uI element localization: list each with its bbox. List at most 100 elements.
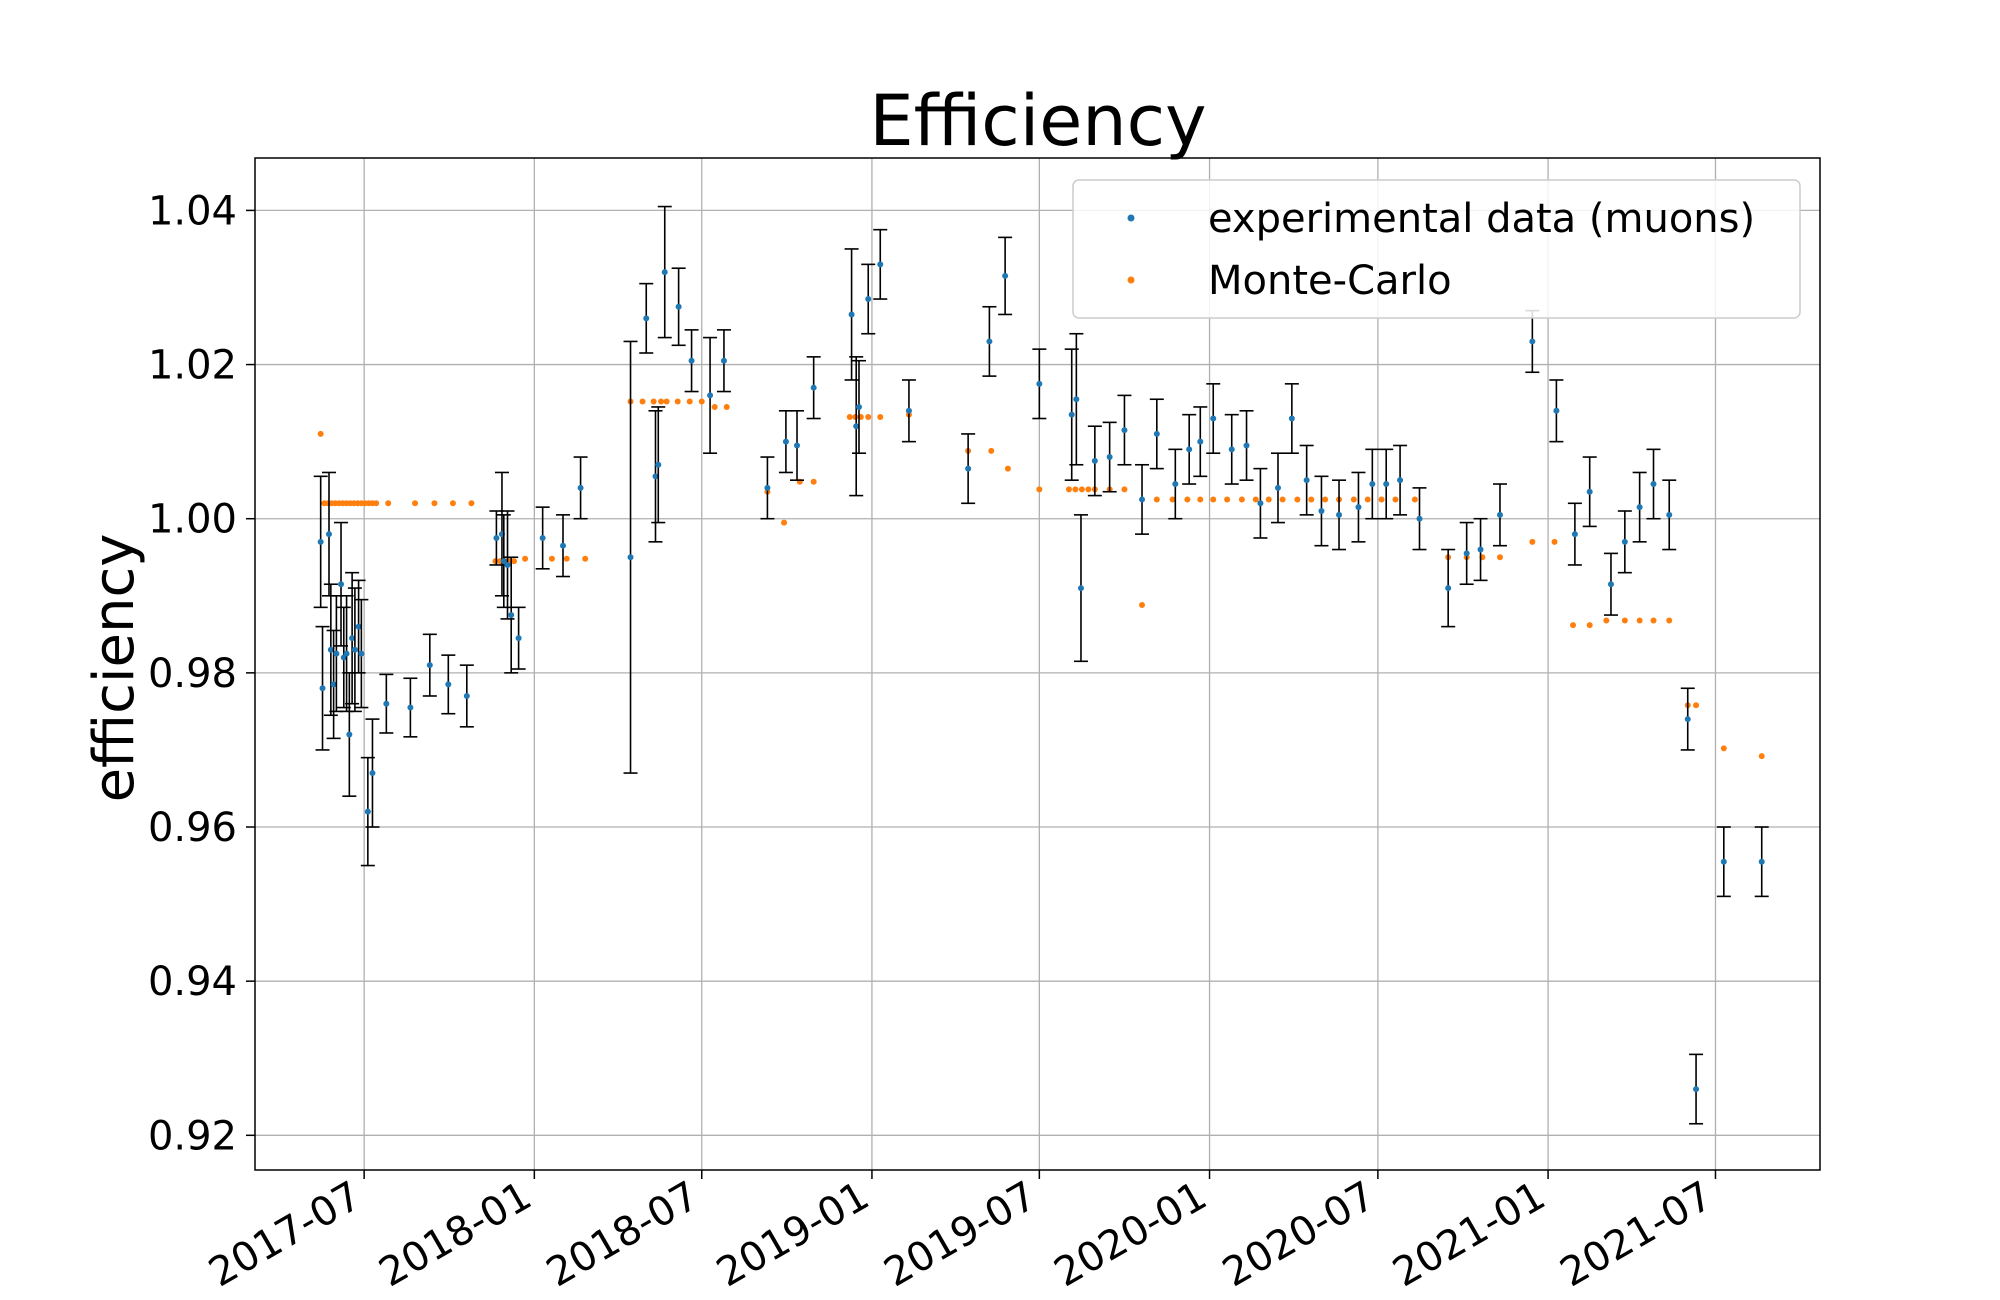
experimental-data-point xyxy=(1032,348,1047,420)
data-marker xyxy=(1139,496,1146,503)
monte-carlo-point xyxy=(658,398,665,405)
data-marker xyxy=(1091,457,1098,464)
monte-carlo-point xyxy=(1364,496,1371,503)
data-marker xyxy=(493,534,500,541)
data-marker xyxy=(661,269,668,276)
data-marker xyxy=(655,461,662,468)
legend-marker-monte-carlo xyxy=(1127,276,1135,284)
experimental-data-point xyxy=(1182,413,1197,485)
data-marker xyxy=(560,542,567,549)
monte-carlo-point xyxy=(1308,496,1315,503)
data-marker xyxy=(764,484,771,491)
data-marker xyxy=(1666,511,1673,518)
data-marker xyxy=(848,311,855,318)
data-marker xyxy=(1073,396,1080,403)
monte-carlo-point xyxy=(1224,496,1231,503)
experimental-data-point xyxy=(703,336,718,454)
monte-carlo-point xyxy=(1758,753,1765,760)
experimental-data-point xyxy=(1582,456,1597,528)
experimental-data-point xyxy=(1239,410,1254,481)
monte-carlo-point xyxy=(449,500,456,507)
data-marker xyxy=(1186,446,1193,453)
y-axis-label: efficiency xyxy=(82,534,147,803)
data-marker xyxy=(319,685,326,692)
data-marker xyxy=(358,650,365,657)
data-marker xyxy=(515,635,522,642)
experimental-data-point xyxy=(873,228,888,300)
data-marker xyxy=(986,338,993,345)
data-marker xyxy=(504,561,511,568)
experimental-data-point xyxy=(1224,413,1239,485)
monte-carlo-point xyxy=(1378,496,1385,503)
data-marker xyxy=(1197,438,1204,445)
data-marker xyxy=(688,357,695,364)
monte-carlo-point xyxy=(877,413,884,420)
experimental-data-point xyxy=(354,598,369,709)
experimental-data-point xyxy=(1603,552,1618,616)
monte-carlo-point xyxy=(1570,622,1577,629)
experimental-data-series xyxy=(313,205,1769,1125)
experimental-data-point xyxy=(313,475,328,609)
experimental-data-point xyxy=(342,672,357,797)
monte-carlo-point xyxy=(1121,486,1128,493)
data-marker xyxy=(508,612,515,619)
chart-title: Efficiency xyxy=(869,80,1206,162)
monte-carlo-series xyxy=(317,398,1765,760)
experimental-data-point xyxy=(716,329,731,393)
monte-carlo-point xyxy=(1529,538,1536,545)
data-marker xyxy=(720,357,727,364)
experimental-data-point xyxy=(496,514,511,609)
experimental-data-point xyxy=(336,606,351,709)
monte-carlo-point xyxy=(1551,538,1558,545)
experimental-data-point xyxy=(1069,332,1084,466)
experimental-data-point xyxy=(1270,452,1285,524)
data-marker xyxy=(1153,430,1160,437)
data-marker xyxy=(1496,511,1503,518)
experimental-data-point xyxy=(671,267,686,347)
data-marker xyxy=(1243,442,1250,449)
experimental-data-point xyxy=(365,718,380,828)
data-marker xyxy=(330,681,337,688)
experimental-data-point xyxy=(1617,510,1632,574)
legend-label-experimental: experimental data (muons) xyxy=(1208,196,1755,242)
monte-carlo-point xyxy=(1392,496,1399,503)
experimental-data-point xyxy=(323,583,338,717)
grid-lines xyxy=(255,158,1820,1170)
y-tick-label: 1.00 xyxy=(148,497,237,543)
data-marker xyxy=(1002,272,1009,279)
data-marker xyxy=(1210,415,1217,422)
data-marker xyxy=(1288,415,1295,422)
monte-carlo-point xyxy=(1184,496,1191,503)
experimental-data-point xyxy=(321,471,336,597)
data-marker xyxy=(627,554,634,561)
monte-carlo-point xyxy=(674,398,681,405)
monte-carlo-point xyxy=(1411,496,1418,503)
data-marker xyxy=(853,423,860,430)
experimental-data-point xyxy=(315,625,330,751)
experimental-data-point xyxy=(1412,487,1427,551)
plot-area-frame xyxy=(254,157,1821,1171)
monte-carlo-point xyxy=(563,555,570,562)
data-marker xyxy=(364,808,371,815)
monte-carlo-point xyxy=(1666,617,1673,624)
experimental-data-point xyxy=(1459,521,1474,586)
legend: experimental data (muons) Monte-Carlo xyxy=(1072,179,1801,319)
experimental-data-point xyxy=(326,629,341,740)
experimental-data-point xyxy=(1473,517,1488,582)
data-marker xyxy=(338,581,345,588)
legend-marker-experimental xyxy=(1127,214,1135,222)
monte-carlo-point xyxy=(723,403,730,410)
data-marker xyxy=(1463,550,1470,557)
experimental-data-point xyxy=(1632,471,1647,543)
monte-carlo-point xyxy=(810,478,817,485)
monte-carlo-point xyxy=(846,413,853,420)
monte-carlo-point xyxy=(686,398,693,405)
data-marker xyxy=(426,662,433,669)
data-marker xyxy=(1758,858,1765,865)
experimental-data-point xyxy=(403,677,418,738)
experimental-data-point xyxy=(684,329,699,393)
data-marker xyxy=(1318,508,1325,515)
data-marker xyxy=(1369,481,1376,488)
monte-carlo-point xyxy=(1693,702,1700,709)
monte-carlo-point xyxy=(711,403,718,410)
